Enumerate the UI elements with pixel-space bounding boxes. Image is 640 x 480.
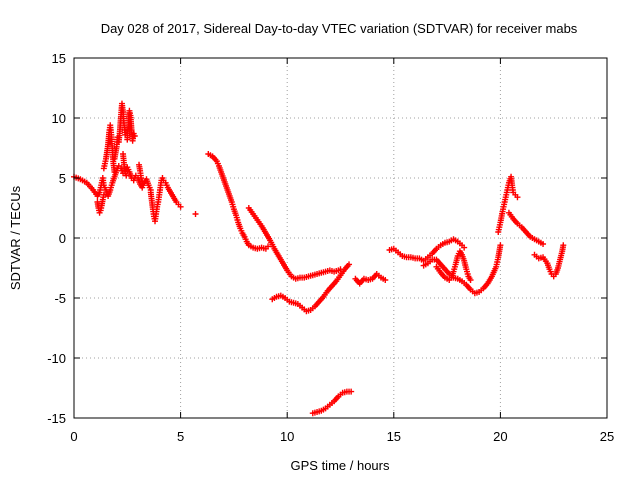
data-point <box>348 388 355 395</box>
x-tick-label: 5 <box>177 429 184 444</box>
data-point <box>467 277 474 283</box>
y-tick-label: 15 <box>52 51 66 66</box>
data-point <box>123 172 130 179</box>
y-axis-label: SDTVAR / TECUs <box>8 185 23 290</box>
data-point <box>560 242 567 249</box>
y-tick-label: 10 <box>52 111 66 126</box>
chart-title: Day 028 of 2017, Sidereal Day-to-day VTE… <box>101 21 578 36</box>
data-point <box>131 133 138 139</box>
data-point <box>138 175 145 181</box>
y-tick-label: 5 <box>59 171 66 186</box>
axis-ticks <box>73 57 608 419</box>
data-point <box>139 178 146 185</box>
x-tick-label: 25 <box>600 429 614 444</box>
data-point <box>111 169 118 175</box>
x-tick-label: 15 <box>387 429 401 444</box>
data-point <box>346 261 353 268</box>
y-tick-label: -10 <box>47 351 66 366</box>
y-tick-label: -5 <box>54 291 66 306</box>
plot-frame <box>73 57 608 419</box>
x-tick-labels: 0 5 10 15 20 25 <box>70 429 614 444</box>
y-tick-label: -15 <box>47 411 66 426</box>
data-points <box>71 100 567 417</box>
x-axis-label: GPS time / hours <box>291 458 390 473</box>
data-point <box>177 203 184 210</box>
x-tick-label: 10 <box>280 429 294 444</box>
data-point <box>192 211 199 217</box>
data-point <box>514 194 521 201</box>
y-tick-labels: -15 -10 -5 0 5 10 15 <box>47 51 66 426</box>
data-point <box>461 244 468 251</box>
data-point <box>540 241 547 247</box>
data-point <box>382 277 389 283</box>
data-point <box>497 242 504 249</box>
x-tick-label: 0 <box>70 429 77 444</box>
x-tick-label: 20 <box>493 429 507 444</box>
data-point <box>265 243 272 250</box>
data-point <box>100 191 107 198</box>
grid <box>74 58 607 418</box>
y-tick-label: 0 <box>59 231 66 246</box>
